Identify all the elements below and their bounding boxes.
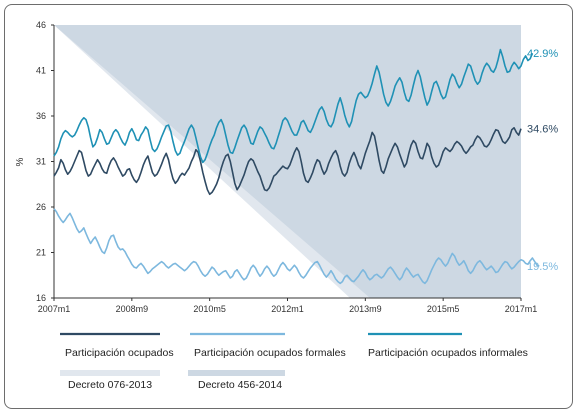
y-tick-label: 46 bbox=[36, 20, 46, 30]
legend-label-0: Participación ocupados bbox=[65, 347, 174, 359]
x-tick-label: 2010m5 bbox=[193, 304, 226, 314]
end-label-participacion-ocupados-formales: 19.5% bbox=[527, 261, 558, 273]
series-line-participacion-ocupados bbox=[53, 127, 522, 196]
legend-swatch-3 bbox=[60, 370, 160, 376]
x-tick-label: 2015m5 bbox=[427, 304, 460, 314]
y-tick-label: 16 bbox=[36, 293, 46, 303]
y-axis-label: % bbox=[15, 157, 26, 166]
end-label-participacion-ocupados: 34.6% bbox=[527, 124, 558, 136]
series-line-participacion-ocupados-formales bbox=[53, 208, 540, 285]
x-ticks: 2007m1 2008m9 2010m5 2012m1 2013m9 2015m5 2017… bbox=[38, 298, 538, 314]
y-tick-label: 26 bbox=[36, 202, 46, 212]
legend-label-1: Participación ocupados formales bbox=[194, 347, 346, 359]
x-tick-label: 2008m9 bbox=[116, 304, 149, 314]
y-ticks: 16 21 26 31 36 41 46 bbox=[36, 20, 54, 303]
legend-label-3: Decreto 076-2013 bbox=[68, 379, 152, 391]
legend-label-4: Decreto 456-2014 bbox=[198, 379, 282, 391]
y-tick-label: 31 bbox=[36, 157, 46, 167]
series-lines bbox=[53, 48, 540, 285]
legend-swatch-4 bbox=[188, 370, 285, 376]
y-tick-label: 36 bbox=[36, 111, 46, 121]
end-labels: 19.5% 34.6% 42.9% bbox=[527, 48, 558, 273]
x-tick-label: 2012m1 bbox=[271, 304, 304, 314]
series-line-participacion-ocupados-informales bbox=[53, 48, 534, 164]
x-tick-label: 2007m1 bbox=[38, 304, 71, 314]
end-label-participacion-ocupados-informales: 42.9% bbox=[527, 48, 558, 60]
legend: Participación ocupados Participación ocup… bbox=[60, 332, 528, 391]
y-tick-label: 21 bbox=[36, 248, 46, 258]
legend-label-2: Participación ocupados informales bbox=[368, 347, 528, 359]
x-tick-label: 2017m1 bbox=[505, 304, 538, 314]
y-tick-label: 41 bbox=[36, 66, 46, 76]
x-tick-label: 2013m9 bbox=[349, 304, 382, 314]
